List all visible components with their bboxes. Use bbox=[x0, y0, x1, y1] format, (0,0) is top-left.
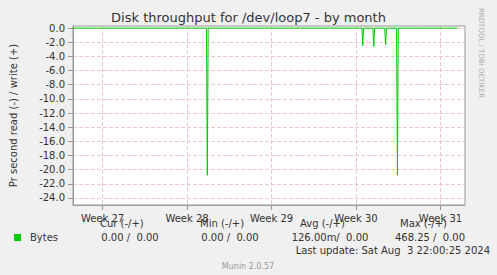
svg-text:126.00m/ 0.00: 126.00m/ 0.00 bbox=[292, 232, 369, 243]
svg-text:-6.0: -6.0 bbox=[45, 65, 65, 76]
svg-text:0.00 / 0.00: 0.00 / 0.00 bbox=[201, 232, 258, 243]
svg-text:Week 29: Week 29 bbox=[250, 213, 293, 224]
svg-text:Week 28: Week 28 bbox=[165, 213, 208, 224]
svg-text:-10.0: -10.0 bbox=[39, 93, 65, 104]
svg-text:0.00 / 0.00: 0.00 / 0.00 bbox=[101, 232, 158, 243]
svg-text:Munin 2.0.57: Munin 2.0.57 bbox=[222, 262, 274, 271]
svg-text:-4.0: -4.0 bbox=[45, 51, 65, 62]
svg-text:Avg (-/+): Avg (-/+) bbox=[300, 217, 345, 229]
svg-text:-8.0: -8.0 bbox=[45, 79, 65, 90]
svg-text:468.25 / 0.00: 468.25 / 0.00 bbox=[395, 232, 465, 243]
svg-text:Min (-/+): Min (-/+) bbox=[200, 217, 245, 229]
svg-text:-14.0: -14.0 bbox=[39, 122, 65, 133]
svg-text:-22.0: -22.0 bbox=[39, 178, 65, 189]
svg-text:Last update: Sat Aug 3 22:00:: Last update: Sat Aug 3 22:00:25 2024 bbox=[296, 245, 490, 256]
svg-text:Pr second read (-) / write (+): Pr second read (-) / write (+) bbox=[8, 44, 19, 187]
svg-text:0.0: 0.0 bbox=[49, 23, 65, 34]
svg-text:Disk throughput for /dev/loop7: Disk throughput for /dev/loop7 - by mont… bbox=[111, 10, 386, 25]
svg-text:-24.0: -24.0 bbox=[39, 192, 65, 203]
svg-text:Bytes: Bytes bbox=[30, 232, 58, 243]
svg-text:-12.0: -12.0 bbox=[39, 108, 65, 119]
svg-text:-20.0: -20.0 bbox=[39, 164, 65, 175]
svg-text:-16.0: -16.0 bbox=[39, 136, 65, 147]
svg-text:-18.0: -18.0 bbox=[39, 150, 65, 161]
svg-text:-2.0: -2.0 bbox=[45, 37, 65, 48]
svg-text:Week 31: Week 31 bbox=[419, 213, 462, 224]
svg-text:Week 30: Week 30 bbox=[334, 213, 377, 224]
svg-text:RRDTOOL / TOBI OETIKER: RRDTOOL / TOBI OETIKER bbox=[477, 8, 485, 98]
svg-text:Week 27: Week 27 bbox=[81, 213, 124, 224]
